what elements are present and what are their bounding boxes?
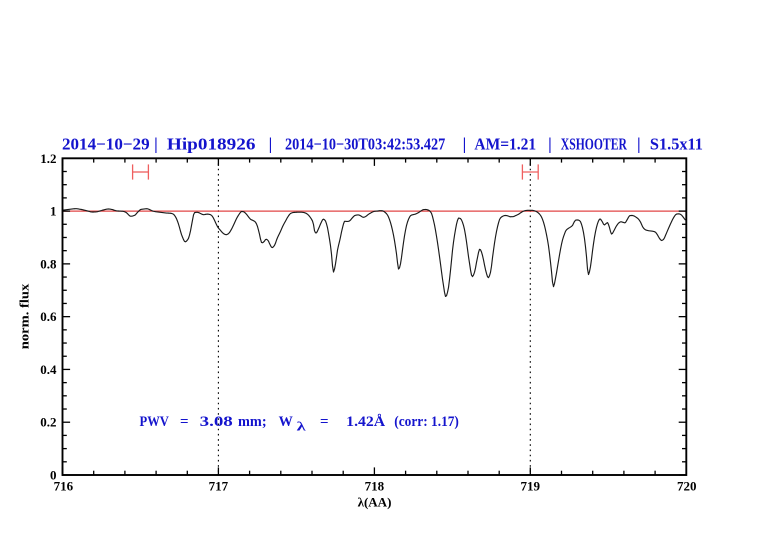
svg-text:1.42Å: 1.42Å	[346, 414, 385, 430]
svg-text:S1.5x11: S1.5x11	[650, 134, 703, 153]
svg-text:716: 716	[54, 479, 74, 494]
svg-text:2014−10−30T03:42:53.427: 2014−10−30T03:42:53.427	[285, 134, 445, 153]
svg-text:719: 719	[521, 479, 541, 494]
svg-text:Hip018926: Hip018926	[167, 134, 256, 153]
svg-text:0.4: 0.4	[40, 362, 57, 377]
svg-text:|: |	[269, 134, 273, 153]
svg-text:=: =	[320, 414, 329, 430]
svg-text:3.08: 3.08	[200, 414, 233, 430]
svg-text:W: W	[279, 414, 293, 430]
svg-text:0.6: 0.6	[40, 309, 57, 324]
svg-text:1: 1	[50, 204, 57, 219]
svg-text:AM=1.21: AM=1.21	[474, 134, 536, 153]
svg-text:mm;: mm;	[238, 414, 267, 430]
svg-text:2014−10−29: 2014−10−29	[62, 134, 150, 153]
svg-text:1.2: 1.2	[40, 151, 56, 166]
svg-text:718: 718	[365, 479, 385, 494]
svg-text:|: |	[154, 134, 158, 153]
svg-text:norm. flux: norm. flux	[17, 283, 32, 349]
svg-text:XSHOOTER: XSHOOTER	[561, 134, 628, 153]
svg-text:|: |	[463, 134, 467, 153]
svg-text:0.8: 0.8	[40, 256, 57, 271]
svg-text:PWV: PWV	[140, 414, 170, 430]
svg-text:λ(AA): λ(AA)	[358, 495, 392, 510]
svg-text:(corr: 1.17): (corr: 1.17)	[394, 414, 459, 430]
svg-text:0: 0	[50, 468, 57, 483]
svg-text:720: 720	[677, 479, 697, 494]
svg-text:|: |	[637, 134, 641, 153]
svg-text:λ: λ	[297, 420, 307, 434]
svg-text:|: |	[548, 134, 552, 153]
svg-text:=: =	[180, 414, 189, 430]
svg-text:717: 717	[209, 479, 229, 494]
svg-text:0.2: 0.2	[40, 415, 56, 430]
